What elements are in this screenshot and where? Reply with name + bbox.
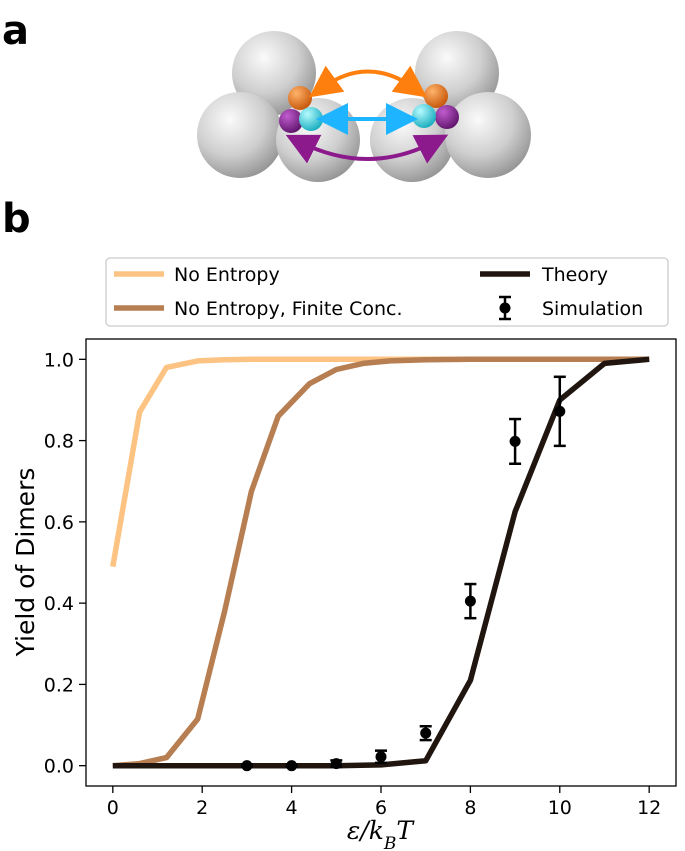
- orange-patch: [424, 84, 448, 108]
- simulation-point: [419, 725, 432, 742]
- x-tick-label: 8: [464, 797, 476, 819]
- y-tick-label: 1.0: [44, 349, 74, 371]
- y-tick-label: 0.2: [44, 674, 74, 696]
- panel-label-a: a: [2, 8, 29, 54]
- cyan-patch: [412, 104, 436, 128]
- y-tick-label: 0.0: [44, 756, 74, 778]
- x-axis-label: ε/kBT: [347, 816, 416, 851]
- series-line-3: [112, 356, 650, 769]
- x-tick-label: 6: [375, 797, 387, 819]
- orange-arrow: [308, 65, 428, 98]
- simulation-points: [240, 375, 566, 772]
- simulation-point: [464, 582, 477, 620]
- simulation-point: [330, 758, 343, 770]
- simulation-point: [375, 749, 387, 765]
- cyan-patch: [299, 107, 323, 131]
- left-trimer: [197, 31, 360, 182]
- simulation-point: [553, 375, 566, 448]
- y-tick-label: 0.8: [44, 431, 74, 453]
- x-tick-label: 4: [286, 797, 298, 819]
- y-tick-label: 0.6: [44, 512, 74, 534]
- right-trimer: [370, 31, 531, 182]
- legend-label-simulation: Simulation: [542, 298, 643, 320]
- legend: No Entropy No Entropy, Finite Conc. Theo…: [105, 257, 669, 327]
- y-tick-label: 0.4: [44, 593, 74, 615]
- large-sphere: [445, 92, 531, 178]
- orange-patch: [288, 86, 312, 110]
- purple-arrow: [285, 134, 449, 164]
- plot-frame: [85, 338, 677, 787]
- legend-label-no-entropy: No Entropy: [174, 264, 280, 286]
- simulation-point: [285, 760, 298, 772]
- dimer-illustration: [197, 31, 531, 182]
- x-tick-label: 0: [107, 797, 119, 819]
- x-tick-label: 12: [637, 797, 661, 819]
- x-tick-label: 10: [548, 797, 572, 819]
- simulation-point: [240, 760, 253, 772]
- x-axis: 0 2 4 6 8 10 12: [107, 786, 661, 819]
- legend-label-theory: Theory: [541, 264, 608, 286]
- legend-swatch-simulation: [499, 295, 511, 321]
- series-line-2: [112, 356, 650, 769]
- purple-patch: [435, 105, 459, 129]
- simulation-point: [509, 417, 522, 466]
- purple-patch: [279, 109, 303, 133]
- y-axis-label: Yield of Dimers: [11, 468, 40, 658]
- legend-label-no-entropy-finite: No Entropy, Finite Conc.: [174, 298, 403, 320]
- x-tick-label: 2: [196, 797, 208, 819]
- plot-area: 0 2 4 6 8 10 12 0.0 0.2 0.4 0.6 0.8 1.0: [44, 338, 677, 819]
- y-axis: 0.0 0.2 0.4 0.6 0.8 1.0: [44, 349, 86, 778]
- series-layer: [110, 356, 650, 769]
- large-sphere: [197, 92, 283, 178]
- panel-label-b: b: [2, 196, 31, 242]
